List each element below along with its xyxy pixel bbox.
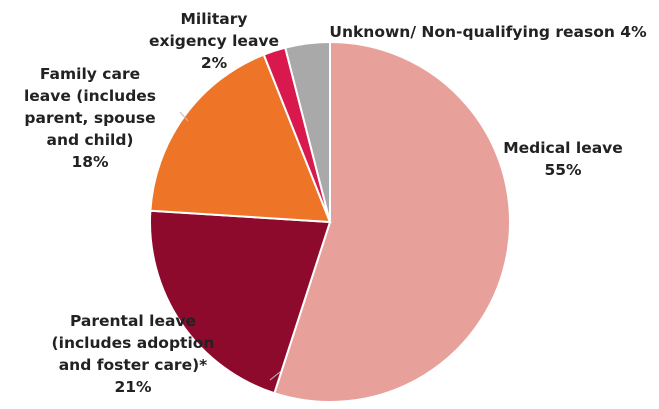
slice-medical-leave (273, 40, 511, 403)
parental-leave-label-line-2: (includes adoption (52, 334, 215, 352)
military-exigency-leave-label-line-2: exigency leave (149, 32, 279, 50)
slice-parental-leave (149, 209, 332, 395)
family-care-leave-label-line-4: and child) (46, 131, 133, 149)
family-care-leave-label: Family care leave (includes parent, spouse… (24, 65, 156, 171)
parental-leave-value: 21% (114, 378, 152, 396)
medical-leave-value: 55% (544, 161, 582, 179)
slice-unknown-non-qualifying (284, 40, 331, 223)
slice-family-care-leave (149, 53, 332, 224)
military-exigency-leave-label: Military exigency leave 2% (149, 10, 279, 72)
military-exigency-leave-value: 2% (201, 54, 228, 72)
parental-leave-label-line-3: and foster care)* (59, 356, 208, 374)
unknown-non-qualifying-label-line-1: Unknown/ Non-qualifying reason 4% (329, 23, 647, 41)
family-care-leave-label-line-2: leave (includes (24, 87, 156, 105)
label-layer: Medical leave 55% Parental leave (includes … (24, 10, 647, 396)
military-exigency-leave-label-line-1: Military (181, 10, 248, 28)
family-care-leave-label-line-3: parent, spouse (24, 109, 155, 127)
leader-line-layer (179, 111, 281, 381)
parental-leave-leader-line (269, 371, 281, 381)
medical-leave-label: Medical leave 55% (503, 139, 623, 179)
parental-leave-label: Parental leave (includes adoption and fost… (52, 312, 215, 396)
slice-layer (149, 40, 511, 403)
parental-leave-label-line-1: Parental leave (70, 312, 196, 330)
family-care-leave-value: 18% (71, 153, 109, 171)
family-care-leave-label-line-1: Family care (40, 65, 140, 83)
unknown-non-qualifying-label: Unknown/ Non-qualifying reason 4% (329, 23, 647, 41)
family-care-leader-line (179, 111, 189, 122)
medical-leave-label-line-1: Medical leave (503, 139, 623, 157)
